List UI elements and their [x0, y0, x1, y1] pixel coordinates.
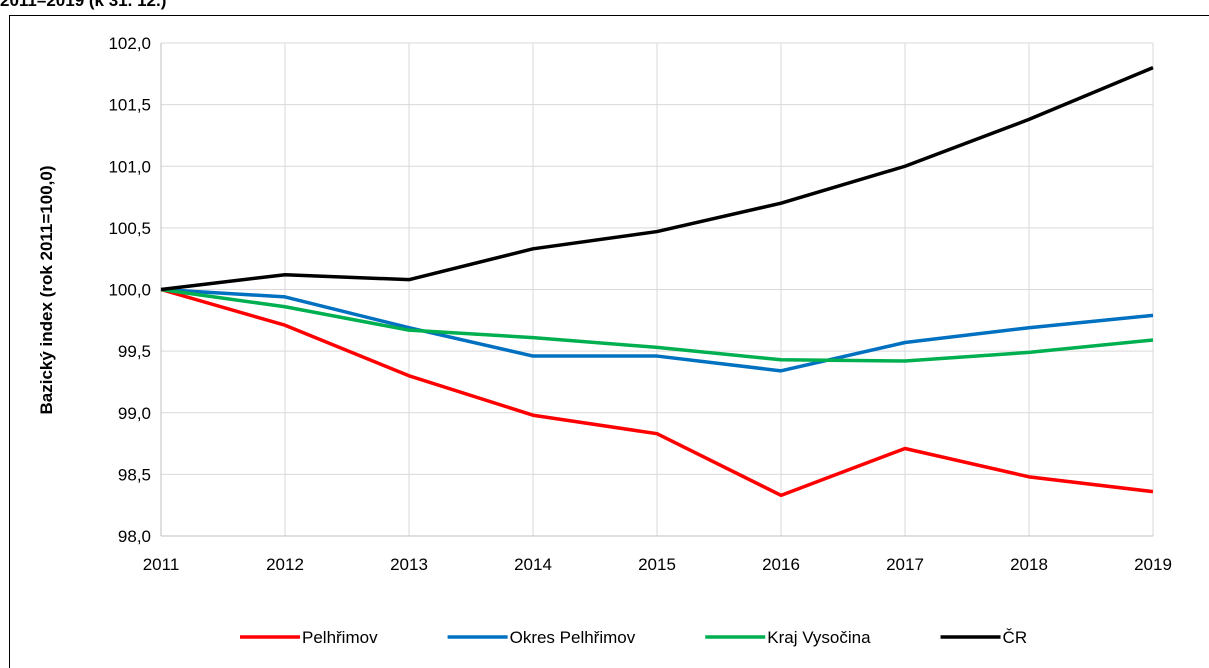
x-tick-label: 2018	[1010, 555, 1048, 574]
y-tick-label: 100,5	[108, 219, 151, 238]
y-tick-label: 98,0	[118, 527, 151, 546]
x-tick-label: 2012	[266, 555, 304, 574]
line-series	[160, 287, 1154, 373]
legend-label: Pelhřimov	[302, 628, 378, 647]
x-tick-label: 2016	[762, 555, 800, 574]
line-series	[160, 66, 1154, 292]
line-series	[160, 287, 1154, 363]
y-tick-label: 102,0	[108, 34, 151, 53]
line-series	[160, 287, 1154, 498]
chart-frame	[9, 15, 1209, 668]
x-tick-label: 2019	[1134, 555, 1172, 574]
chart-title: 2011–2019 (k 31. 12.)	[0, 0, 166, 10]
legend-label: ČR	[1003, 628, 1028, 647]
x-tick-label: 2014	[514, 555, 552, 574]
x-tick-label: 2011	[143, 555, 180, 574]
legend-label: Okres Pelhřimov	[510, 628, 636, 647]
x-tick-label: 2015	[638, 555, 676, 574]
x-tick-label: 2013	[390, 555, 428, 574]
y-tick-label: 99,0	[118, 404, 151, 423]
y-tick-label: 99,5	[118, 342, 151, 361]
x-tick-label: 2017	[886, 555, 924, 574]
y-tick-label: 100,0	[108, 281, 151, 300]
legend-label: Kraj Vysočina	[767, 628, 871, 647]
y-tick-label: 101,0	[108, 157, 151, 176]
y-tick-label: 98,5	[118, 465, 151, 484]
y-axis-label: Bazický index (rok 2011=100,0)	[37, 165, 56, 414]
y-tick-label: 101,5	[108, 96, 151, 115]
